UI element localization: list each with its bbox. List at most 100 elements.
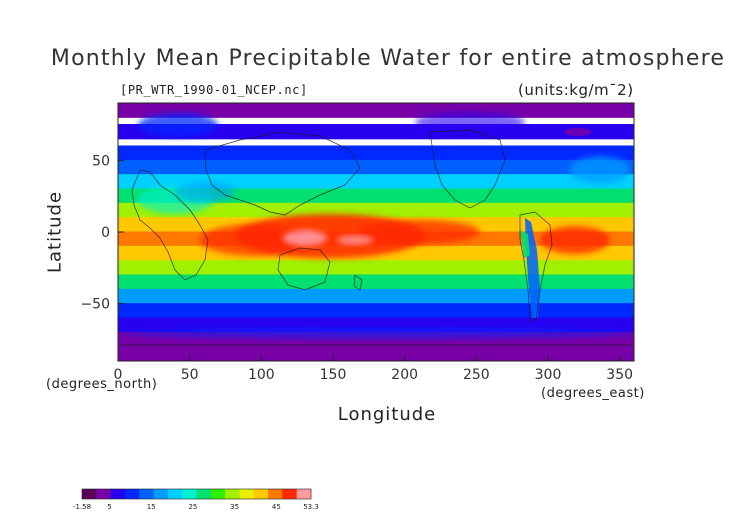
colorbar-swatch <box>167 489 172 499</box>
colorbar-swatch <box>99 489 104 499</box>
colorbar-tick-label: 15 <box>147 503 156 511</box>
colorbar-swatch <box>92 489 97 499</box>
colorbar-swatch <box>289 489 294 499</box>
colorbar-tick-label: 35 <box>230 503 239 511</box>
colorbar-swatches <box>82 489 312 499</box>
colorbar-swatch <box>164 489 169 499</box>
colorbar-swatch <box>85 489 90 499</box>
colorbar-swatch <box>96 489 101 499</box>
colorbar-swatch <box>149 489 154 499</box>
colorbar-swatch <box>103 489 108 499</box>
colorbar-swatch <box>117 489 122 499</box>
y-tick-label: 50 <box>92 153 110 169</box>
colorbar-swatch <box>282 489 287 499</box>
colorbar-swatch <box>189 489 194 499</box>
colorbar-swatch <box>160 489 165 499</box>
colorbar-swatch <box>192 489 197 499</box>
colorbar-swatch <box>303 489 308 499</box>
colorbar-swatch <box>296 489 301 499</box>
colorbar-swatch <box>257 489 262 499</box>
colorbar-swatch <box>110 489 115 499</box>
colorbar-swatch <box>253 489 258 499</box>
colorbar-tick-labels: -1.58 5 15 25 35 45 53.3 <box>73 503 319 511</box>
colorbar-swatch <box>235 489 240 499</box>
colorbar-swatch <box>157 489 162 499</box>
latitude-band <box>118 202 634 219</box>
colorbar-swatch <box>239 489 244 499</box>
latitude-band <box>118 346 634 361</box>
heatmap-field <box>118 103 634 361</box>
colorbar-swatch <box>182 489 187 499</box>
colorbar-swatch <box>178 489 183 499</box>
colorbar-swatch <box>203 489 208 499</box>
colorbar-swatch <box>207 489 212 499</box>
colorbar-swatch <box>217 489 222 499</box>
x-tick-label: 0 <box>114 367 123 383</box>
x-tick-label: 100 <box>248 367 275 383</box>
x-axis-title: Longitude <box>337 404 437 425</box>
x-axis: 0 50 100 150 200 250 300 350 <box>114 355 633 383</box>
colorbar-swatch <box>221 489 226 499</box>
y-tick-label: −50 <box>80 297 110 313</box>
colorbar-swatch <box>210 489 215 499</box>
colorbar-swatch <box>107 489 112 499</box>
colorbar-swatch <box>128 489 133 499</box>
regional-features <box>120 112 634 355</box>
colorbar-swatch <box>243 489 247 499</box>
colorbar-swatch <box>285 489 290 499</box>
colorbar-swatch <box>132 489 137 499</box>
colorbar-swatch <box>250 489 255 499</box>
colorbar-swatch <box>89 489 94 499</box>
x-tick-label: 200 <box>391 367 418 383</box>
y-axis-unit: (degrees_north) <box>46 377 158 392</box>
y-axis: −50 0 50 <box>80 153 124 313</box>
colorbar-swatch <box>124 489 129 499</box>
coastlines <box>118 129 634 346</box>
colorbar-swatch <box>153 489 158 499</box>
colorbar-swatch <box>135 489 140 499</box>
colorbar-swatch <box>200 489 205 499</box>
colorbar-swatch <box>146 489 151 499</box>
colorbar-swatch <box>225 489 230 499</box>
x-tick-label: 150 <box>320 367 347 383</box>
colorbar-swatch <box>114 489 119 499</box>
latitude-band <box>118 288 634 305</box>
colorbar-tick-label: -1.58 <box>73 503 91 511</box>
latitude-band <box>118 103 634 118</box>
latitude-band <box>118 174 634 190</box>
latitude-band <box>118 274 634 290</box>
units-label: (units:kg/mˉ2) <box>518 81 634 99</box>
dataset-filename: [PR_WTR_1990-01_NCEP.nc] <box>120 83 308 97</box>
colorbar-swatch <box>228 489 233 499</box>
colorbar-swatch <box>139 489 144 499</box>
latitude-band <box>118 145 634 161</box>
colorbar-swatch <box>175 489 180 499</box>
colorbar-tick-label: 25 <box>188 503 197 511</box>
colorbar-frame <box>81 488 312 500</box>
chart-title: Monthly Mean Precipitable Water for enti… <box>50 46 726 71</box>
colorbar-swatch <box>82 489 86 499</box>
colorbar-swatch <box>121 489 126 499</box>
colorbar-swatch <box>278 489 283 499</box>
colorbar-swatch <box>264 489 269 499</box>
colorbar-swatch <box>307 489 312 499</box>
x-tick-label: 300 <box>535 367 562 383</box>
colorbar-tick-label: 5 <box>107 503 111 511</box>
colorbar-swatch <box>293 489 298 499</box>
colorbar-swatch <box>268 489 273 499</box>
colorbar-swatch <box>246 489 251 499</box>
colorbar-swatch <box>271 489 276 499</box>
latitude-band <box>118 159 634 176</box>
colorbar-swatch <box>214 489 219 499</box>
x-tick-label: 350 <box>606 367 633 383</box>
colorbar-tick-label: 45 <box>272 503 281 511</box>
colorbar-swatch <box>171 489 176 499</box>
x-axis-unit: (degrees_east) <box>541 386 645 401</box>
latitude-band <box>118 303 634 319</box>
colorbar-swatch <box>260 489 265 499</box>
colorbar-tick-label: 53.3 <box>303 503 319 511</box>
x-tick-label: 50 <box>181 367 199 383</box>
colorbar-swatch <box>196 489 201 499</box>
